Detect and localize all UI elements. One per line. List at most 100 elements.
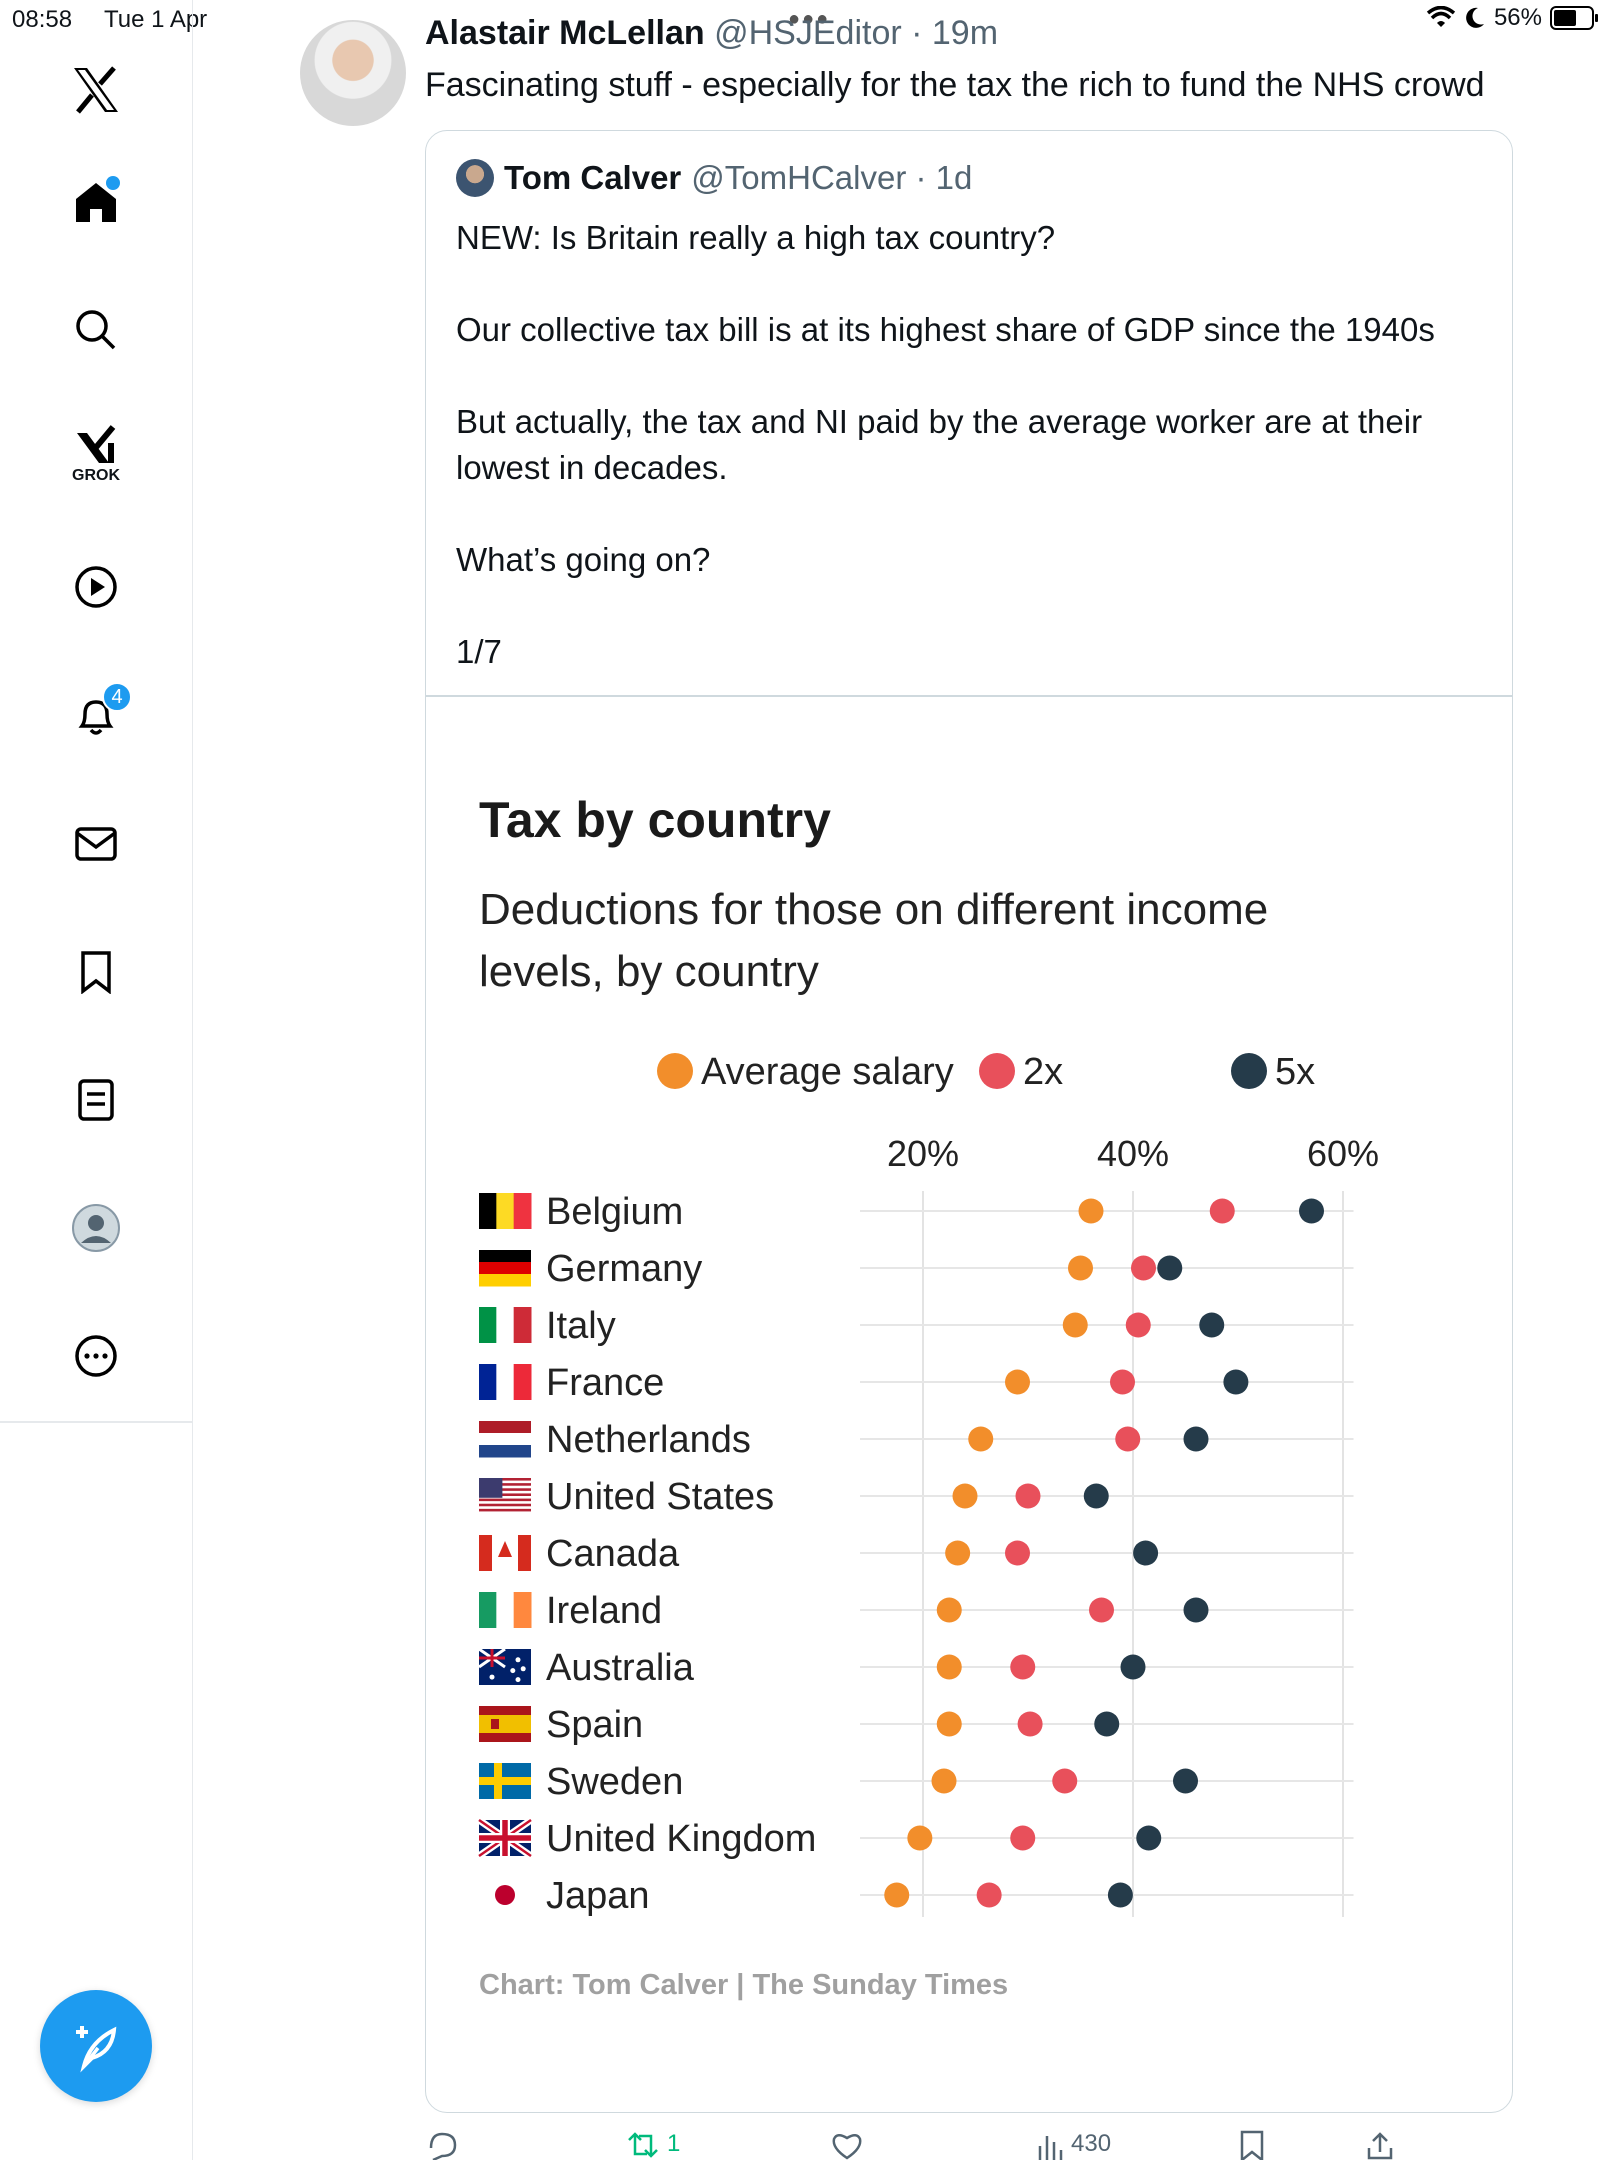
views-button[interactable]: 430 xyxy=(1035,2130,1111,2160)
data-point-2x xyxy=(1115,1426,1141,1452)
retweet-icon xyxy=(628,2132,658,2158)
flag-emblem-icon xyxy=(491,1719,499,1729)
chart-subtitle: Deductions for those on different income… xyxy=(479,879,1268,1003)
author-line: Alastair McLellan @HSJEditor · 19m xyxy=(425,14,998,53)
status-time: 08:58 xyxy=(12,6,73,33)
grok-label: GROK xyxy=(72,467,120,484)
grok-icon[interactable]: GROK xyxy=(66,425,126,485)
data-point-average-salary xyxy=(936,1654,962,1680)
author-avatar[interactable] xyxy=(300,20,406,126)
flag-united-kingdom-icon xyxy=(477,1817,533,1859)
search-icon[interactable] xyxy=(66,300,126,360)
data-point-5x xyxy=(1107,1882,1133,1908)
share-icon xyxy=(1367,2132,1393,2160)
flag-canton xyxy=(479,1478,503,1498)
data-point-2x xyxy=(1209,1198,1235,1224)
data-point-average-salary xyxy=(952,1483,978,1509)
country-label: Germany xyxy=(546,1248,702,1290)
flag-stripe xyxy=(479,1503,531,1507)
chart-gridlines xyxy=(860,1191,1354,1917)
data-point-2x xyxy=(1089,1597,1114,1623)
flag-stripe xyxy=(513,1364,532,1400)
data-point-2x xyxy=(1125,1312,1151,1338)
flag-star-icon xyxy=(489,1674,495,1680)
country-label: United Kingdom xyxy=(546,1818,816,1860)
country-label: Spain xyxy=(546,1704,643,1746)
data-point-average-salary xyxy=(945,1540,971,1566)
flag-france-icon xyxy=(479,1364,532,1400)
flag-stripe xyxy=(479,1193,497,1229)
moon-icon xyxy=(1466,7,1484,28)
video-play-icon[interactable] xyxy=(66,557,126,617)
flag-stripe xyxy=(513,1193,532,1229)
data-point-5x xyxy=(1136,1825,1162,1851)
data-point-5x xyxy=(1157,1255,1183,1281)
flag-star-icon xyxy=(510,1668,516,1674)
flag-stripe xyxy=(513,1592,532,1628)
compose-feather-icon xyxy=(76,2026,117,2073)
flag-stripe xyxy=(479,1592,497,1628)
data-point-2x xyxy=(1131,1255,1156,1281)
country-label: Japan xyxy=(546,1875,650,1917)
data-point-2x xyxy=(976,1882,1002,1908)
data-point-5x xyxy=(1133,1540,1159,1566)
messages-envelope-icon[interactable] xyxy=(66,814,126,874)
legend-label: 2x xyxy=(1023,1051,1063,1093)
legend-label: 5x xyxy=(1275,1051,1315,1093)
flag-italy-icon xyxy=(479,1307,532,1343)
multitask-dots-icon[interactable]: ●●● xyxy=(788,8,831,30)
flag-belgium-icon xyxy=(479,1193,532,1229)
flag-stripe xyxy=(479,1262,531,1275)
retweet-button[interactable]: 1 xyxy=(625,2130,680,2160)
data-point-average-salary xyxy=(936,1711,962,1737)
flag-stripe xyxy=(479,1364,497,1400)
legend-swatch xyxy=(1231,1053,1267,1089)
chart-subtitle-line: Deductions for those on different income xyxy=(479,885,1269,934)
home-icon[interactable] xyxy=(66,172,126,232)
reply-button[interactable] xyxy=(425,2130,459,2160)
bookmark-button[interactable] xyxy=(1238,2130,1266,2160)
data-point-2x xyxy=(1005,1540,1030,1566)
flag-ireland-icon xyxy=(479,1592,532,1628)
flag-stripe xyxy=(496,1193,515,1229)
quote-text-line: NEW: Is Britain really a high tax countr… xyxy=(456,219,1056,256)
flag-stripe xyxy=(479,1498,531,1502)
more-options-icon[interactable] xyxy=(66,1326,126,1386)
wifi-icon xyxy=(1426,6,1456,27)
flag-stripe xyxy=(479,1433,531,1446)
x-logo-icon[interactable] xyxy=(66,60,126,120)
heart-icon xyxy=(832,2134,862,2160)
author-name[interactable]: Alastair McLellan xyxy=(425,14,705,52)
bookmark-icon[interactable] xyxy=(66,942,126,1002)
status-indicators: 56% xyxy=(1426,4,1600,32)
x-axis-ticks: 20% 40% 60% xyxy=(887,1133,1379,1174)
flag-stripe xyxy=(479,1250,531,1263)
tweet-text: Fascinating stuff - especially for the t… xyxy=(425,66,1485,104)
country-label: Ireland xyxy=(546,1590,662,1632)
share-button[interactable] xyxy=(1365,2130,1395,2160)
compose-post-button[interactable] xyxy=(40,1990,152,2102)
data-point-2x xyxy=(1010,1825,1036,1851)
country-label: France xyxy=(546,1362,664,1404)
data-point-average-salary xyxy=(907,1825,933,1851)
legend-swatch xyxy=(657,1053,693,1089)
flag-netherlands-icon xyxy=(479,1421,531,1458)
quote-author-avatar xyxy=(456,159,494,197)
quote-text-line: But actually, the tax and NI paid by the… xyxy=(456,403,1423,440)
author-handle-time[interactable]: @HSJEditor · 19m xyxy=(714,14,999,52)
profile-avatar-icon[interactable] xyxy=(66,1198,126,1258)
country-flags xyxy=(477,1193,533,1913)
quoted-tweet-card[interactable]: Tom Calver @TomHCalver · 1d NEW: Is Brit… xyxy=(425,130,1513,2113)
lists-icon[interactable] xyxy=(66,1070,126,1130)
data-point-average-salary xyxy=(936,1597,962,1623)
flag-spain-icon xyxy=(479,1706,531,1742)
country-label: United States xyxy=(546,1476,774,1518)
data-point-5x xyxy=(1199,1312,1225,1338)
country-label: Belgium xyxy=(546,1191,683,1233)
data-point-2x xyxy=(1110,1369,1135,1395)
data-point-5x xyxy=(1299,1198,1324,1224)
flag-stripe xyxy=(479,1307,497,1343)
notifications-bell-icon[interactable]: 4 xyxy=(66,682,132,746)
like-button[interactable] xyxy=(830,2130,864,2160)
flag-japan-icon xyxy=(479,1877,531,1913)
